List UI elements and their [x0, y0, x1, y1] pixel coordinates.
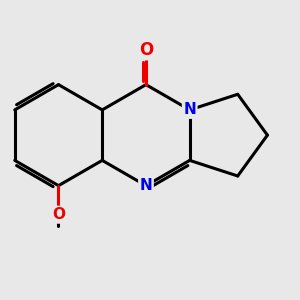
Text: N: N: [183, 102, 196, 117]
Text: O: O: [52, 207, 65, 222]
Text: N: N: [140, 178, 152, 193]
Text: O: O: [139, 41, 153, 59]
